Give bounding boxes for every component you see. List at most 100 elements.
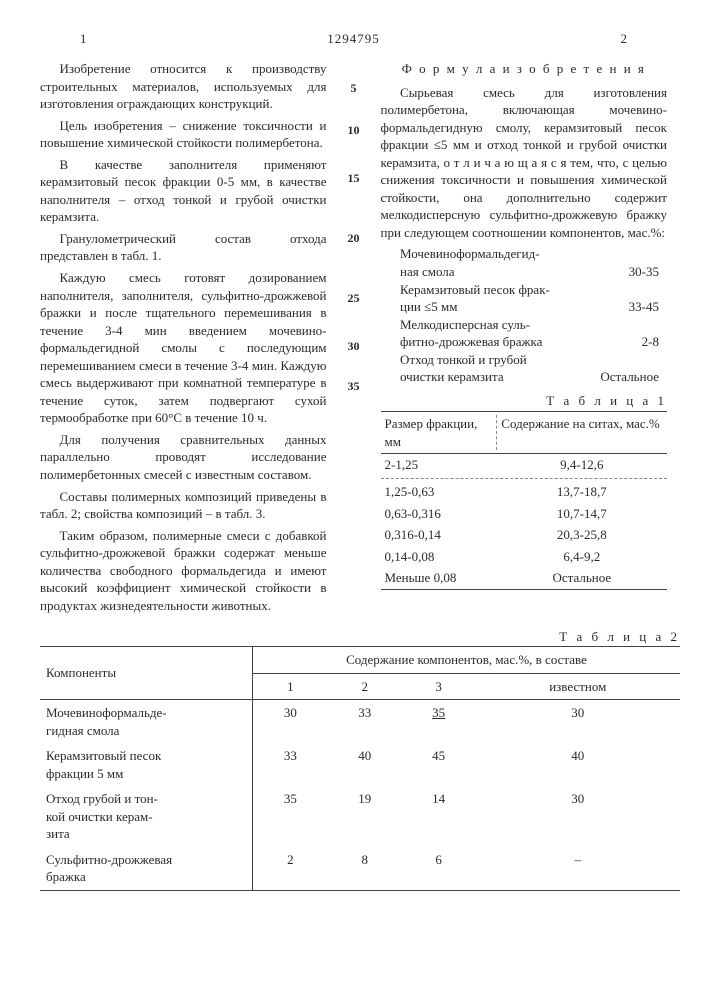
table2-region: Т а б л и ц а 2 Компоненты Содержание ко… bbox=[40, 628, 667, 891]
table-row: Сульфитно-дрожжеваябражка286– bbox=[40, 847, 680, 891]
component-list: Мочевиноформальдегид-ная смола 30-35 Керам… bbox=[381, 245, 668, 385]
value-cell: 30 bbox=[253, 700, 328, 744]
cell: 2-1,25 bbox=[381, 456, 497, 474]
cell: Меньше 0,08 bbox=[381, 569, 497, 587]
patent-number: 1294795 bbox=[327, 30, 380, 48]
value-cell: 35 bbox=[253, 786, 328, 847]
table2-h-components: Компоненты bbox=[40, 646, 253, 699]
table1: Размер фракции, мм Содержание на ситах, … bbox=[381, 411, 668, 589]
component-name-cell: Отход грубой и тон-кой очистки керам-зит… bbox=[40, 786, 253, 847]
cell: 9,4-12,6 bbox=[497, 456, 667, 474]
table2-subheader: 2 bbox=[328, 673, 402, 700]
component-label: фитно-дрожжевая бражка bbox=[381, 333, 543, 351]
component-row: Отход тонкой и грубой bbox=[381, 351, 668, 369]
component-row: ции ≤5 мм 33-45 bbox=[381, 298, 668, 316]
line-number: 25 bbox=[345, 290, 363, 306]
line-number: 30 bbox=[345, 338, 363, 354]
cell: 13,7-18,7 bbox=[497, 483, 667, 501]
para: Таким образом, полимерные смеси с добавк… bbox=[40, 527, 327, 615]
page-header: 1 1294795 2 bbox=[40, 30, 667, 50]
table-row: 0,63-0,31610,7-14,7 bbox=[381, 503, 668, 525]
component-row: ная смола 30-35 bbox=[381, 263, 668, 281]
component-value: 30-35 bbox=[629, 263, 667, 281]
para: Изобретение относится к производству стр… bbox=[40, 60, 327, 113]
line-number: 15 bbox=[345, 170, 363, 186]
line-number: 35 bbox=[345, 378, 363, 394]
value-cell: – bbox=[476, 847, 680, 891]
table-row: Меньше 0,08Остальное bbox=[381, 567, 668, 589]
value-cell: 2 bbox=[253, 847, 328, 891]
value-cell: 30 bbox=[476, 786, 680, 847]
para: Цель изобретения – снижение токсичности … bbox=[40, 117, 327, 152]
table-row: Керамзитовый песокфракции 5 мм33404540 bbox=[40, 743, 680, 786]
value-cell: 45 bbox=[402, 743, 476, 786]
table-row: Отход грубой и тон-кой очистки керам-зит… bbox=[40, 786, 680, 847]
para: Составы полимерных композиций приведены … bbox=[40, 488, 327, 523]
para: Гранулометрический состав отхода предста… bbox=[40, 230, 327, 265]
left-column: Изобретение относится к производству стр… bbox=[40, 60, 327, 618]
value-cell: 6 bbox=[402, 847, 476, 891]
component-name-cell: Мочевиноформальде-гидная смола bbox=[40, 700, 253, 744]
component-label: Отход тонкой и грубой bbox=[381, 351, 527, 369]
component-row: фитно-дрожжевая бражка 2-8 bbox=[381, 333, 668, 351]
cell: 0,316-0,14 bbox=[381, 526, 497, 544]
table-row: 1,25-0,6313,7-18,7 bbox=[381, 481, 668, 503]
cell: 10,7-14,7 bbox=[497, 505, 667, 523]
formula-title: Ф о р м у л а и з о б р е т е н и я bbox=[381, 60, 668, 78]
component-row: Мелкодисперсная суль- bbox=[381, 316, 668, 334]
para: Сырьевая смесь для изготовления полимерб… bbox=[381, 84, 668, 242]
line-number-gutter: 5 10 15 20 25 30 35 bbox=[345, 60, 363, 618]
table2-h-content: Содержание компонентов, мас.%, в составе bbox=[253, 646, 681, 673]
value-cell: 30 bbox=[476, 700, 680, 744]
cell: 20,3-25,8 bbox=[497, 526, 667, 544]
value-cell: 40 bbox=[328, 743, 402, 786]
value-cell: 14 bbox=[402, 786, 476, 847]
table2-subheader: 3 bbox=[402, 673, 476, 700]
component-row: Мочевиноформальдегид- bbox=[381, 245, 668, 263]
table-row: 0,316-0,1420,3-25,8 bbox=[381, 524, 668, 546]
cell: 0,63-0,316 bbox=[381, 505, 497, 523]
table-row: Мочевиноформальде-гидная смола30333530 bbox=[40, 700, 680, 744]
value-cell: 40 bbox=[476, 743, 680, 786]
component-label: Мелкодисперсная суль- bbox=[381, 316, 531, 334]
component-value: 33-45 bbox=[629, 298, 667, 316]
component-label: ная смола bbox=[381, 263, 455, 281]
value-cell: 8 bbox=[328, 847, 402, 891]
table1-header-col1: Размер фракции, мм bbox=[381, 415, 498, 450]
cell: 1,25-0,63 bbox=[381, 483, 497, 501]
line-number: 20 bbox=[345, 230, 363, 246]
line-number: 5 bbox=[345, 80, 363, 96]
two-column-body: Изобретение относится к производству стр… bbox=[40, 60, 667, 618]
component-row: очистки керамзита Остальное bbox=[381, 368, 668, 386]
cell: 0,14-0,08 bbox=[381, 548, 497, 566]
value-cell: 35 bbox=[402, 700, 476, 744]
component-name-cell: Сульфитно-дрожжеваябражка bbox=[40, 847, 253, 891]
value-cell: 19 bbox=[328, 786, 402, 847]
cell: Остальное bbox=[497, 569, 667, 587]
page-number-left: 1 bbox=[80, 30, 87, 48]
table1-header-col2: Содержание на ситах, мас.% bbox=[497, 415, 667, 450]
table-row: 0,14-0,086,4-9,2 bbox=[381, 546, 668, 568]
table1-caption: Т а б л и ц а 1 bbox=[381, 392, 668, 410]
component-label: Керамзитовый песок фрак- bbox=[381, 281, 550, 299]
value-cell: 33 bbox=[328, 700, 402, 744]
table2: Компоненты Содержание компонентов, мас.%… bbox=[40, 646, 680, 891]
component-name-cell: Керамзитовый песокфракции 5 мм bbox=[40, 743, 253, 786]
table2-subheader: 1 bbox=[253, 673, 328, 700]
component-row: Керамзитовый песок фрак- bbox=[381, 281, 668, 299]
component-label: Мочевиноформальдегид- bbox=[381, 245, 540, 263]
table2-caption: Т а б л и ц а 2 bbox=[40, 628, 680, 646]
cell: 6,4-9,2 bbox=[497, 548, 667, 566]
para: Для получения сравнительных данных парал… bbox=[40, 431, 327, 484]
table2-subheader: известном bbox=[476, 673, 680, 700]
para: В качестве заполнителя применяют керамзи… bbox=[40, 156, 327, 226]
value-cell: 33 bbox=[253, 743, 328, 786]
para: Каждую смесь готовят дозированием наполн… bbox=[40, 269, 327, 427]
component-value: Остальное bbox=[600, 368, 667, 386]
component-label: ции ≤5 мм bbox=[381, 298, 458, 316]
line-number: 10 bbox=[345, 122, 363, 138]
component-label: очистки керамзита bbox=[381, 368, 504, 386]
right-column: Ф о р м у л а и з о б р е т е н и я Сырь… bbox=[381, 60, 668, 618]
component-value: 2-8 bbox=[642, 333, 667, 351]
table-row: 2-1,259,4-12,6 bbox=[381, 454, 668, 476]
